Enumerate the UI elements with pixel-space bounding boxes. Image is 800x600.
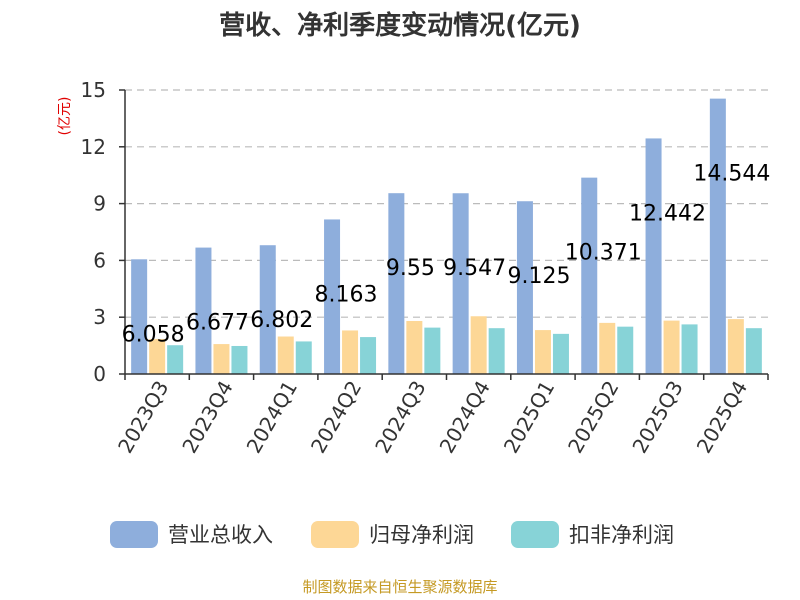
x-tick-label: 2023Q4 — [177, 377, 237, 458]
bar-deducted-profit — [424, 327, 441, 374]
y-tick-label: 15 — [81, 78, 106, 102]
bar-revenue — [131, 259, 148, 374]
y-tick-label: 12 — [81, 135, 106, 159]
data-label: 12.442 — [629, 201, 706, 226]
legend-label: 归母净利润 — [369, 523, 474, 547]
bar-revenue — [324, 219, 341, 374]
data-label: 14.544 — [693, 162, 770, 187]
bar-parent-profit — [534, 330, 551, 374]
source-note: 制图数据来自恒生聚源数据库 — [302, 578, 497, 596]
data-label: 6.058 — [122, 322, 185, 347]
bar-parent-profit — [406, 320, 423, 374]
data-label: 9.547 — [443, 256, 506, 281]
data-label: 10.371 — [565, 241, 642, 266]
y-tick-label: 6 — [93, 248, 106, 272]
legend-item-revenue: 营业总收入 — [110, 521, 273, 548]
x-tick-label: 2024Q2 — [306, 377, 366, 458]
x-tick-labels: 2023Q3 2023Q4 2024Q1 2024Q2 2024Q3 2024Q4 2025… — [113, 377, 752, 458]
legend-swatch — [311, 521, 359, 548]
bar-revenue — [452, 193, 469, 374]
bar-parent-profit — [663, 320, 680, 374]
bar-parent-profit — [599, 322, 616, 374]
chart-title: 营收、净利季度变动情况(亿元) — [219, 10, 581, 41]
legend-item-parent-profit: 归母净利润 — [311, 521, 474, 548]
bar-deducted-profit — [167, 345, 184, 374]
y-tick-label: 0 — [93, 362, 106, 386]
legend-item-deducted-profit: 扣非净利润 — [511, 521, 674, 548]
legend-swatch — [110, 521, 158, 548]
x-tick-label: 2024Q3 — [370, 377, 430, 458]
bar-deducted-profit — [488, 328, 505, 374]
data-label: 9.125 — [507, 264, 570, 289]
bar-deducted-profit — [231, 345, 248, 374]
bar-parent-profit — [470, 316, 487, 374]
bar-parent-profit — [342, 330, 359, 374]
data-label: 6.677 — [186, 311, 249, 336]
y-tick-label: 9 — [93, 192, 106, 216]
x-tick-label: 2025Q2 — [563, 377, 623, 458]
bar-deducted-profit — [681, 324, 698, 374]
bar-deducted-profit — [360, 337, 377, 374]
bar-parent-profit — [213, 344, 230, 374]
data-label: 8.163 — [315, 282, 378, 307]
bar-revenue — [516, 201, 533, 374]
bar-deducted-profit — [552, 333, 569, 374]
y-unit-label: (亿元) — [57, 97, 73, 136]
x-tick-label: 2025Q3 — [627, 377, 687, 458]
legend-swatch — [511, 521, 559, 548]
legend-label: 扣非净利润 — [569, 523, 674, 547]
x-tick-label: 2023Q3 — [113, 377, 173, 458]
bar-deducted-profit — [617, 326, 634, 374]
axes — [119, 89, 769, 380]
bar-parent-profit — [277, 336, 294, 374]
bar-parent-profit — [727, 319, 744, 374]
x-tick-label: 2025Q1 — [499, 377, 559, 458]
data-label: 6.802 — [250, 308, 313, 333]
bar-deducted-profit — [745, 328, 762, 374]
bar-revenue — [259, 245, 276, 374]
bar-revenue — [388, 193, 405, 374]
bars — [131, 98, 762, 374]
bar-revenue — [709, 98, 726, 374]
data-label: 9.55 — [386, 256, 435, 281]
bar-deducted-profit — [295, 341, 312, 374]
bar-revenue — [645, 138, 662, 374]
bar-revenue — [195, 247, 212, 374]
x-tick-label: 2024Q1 — [242, 377, 302, 458]
bar-parent-profit — [149, 338, 166, 374]
y-tick-label: 3 — [93, 305, 106, 329]
y-tick-labels: 0 3 6 9 12 15 — [81, 78, 106, 386]
x-tick-label: 2025Q4 — [692, 377, 752, 458]
x-tick-label: 2024Q4 — [435, 377, 495, 458]
legend-label: 营业总收入 — [168, 523, 273, 547]
bar-revenue — [581, 177, 598, 374]
legend: 营业总收入 归母净利润 扣非净利润 — [110, 521, 674, 548]
